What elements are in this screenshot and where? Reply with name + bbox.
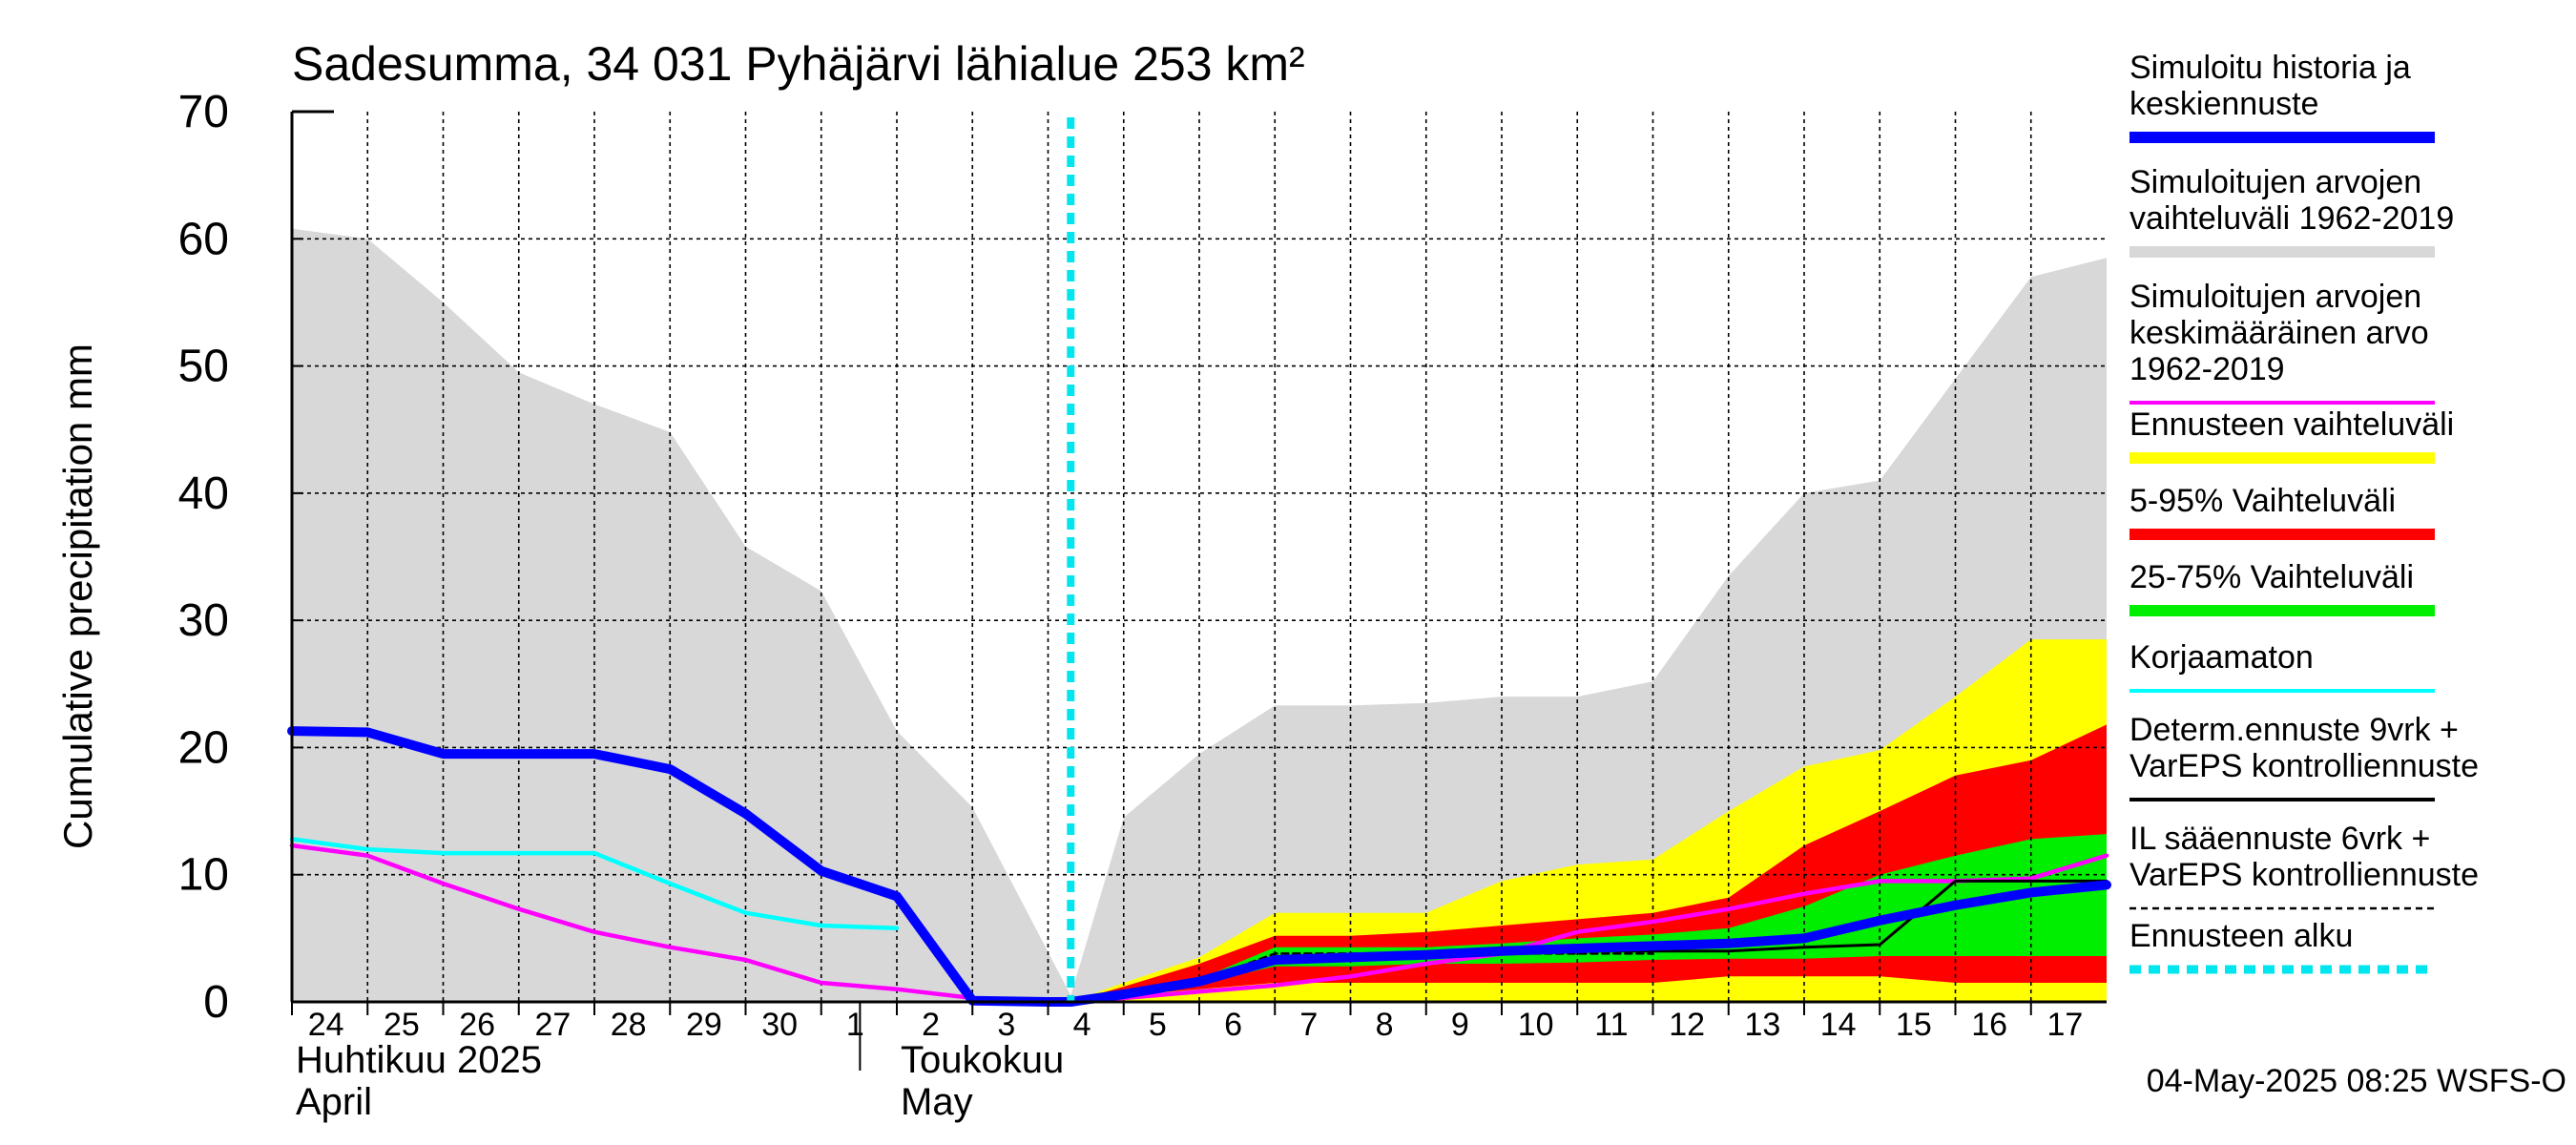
legend-label: Simuloitujen arvojen	[2129, 279, 2421, 315]
y-tick-label: 0	[203, 977, 229, 1028]
x-tick-label: 28	[611, 1007, 647, 1043]
legend-label: vaihteluväli 1962-2019	[2129, 200, 2454, 237]
footer-timestamp: 04-May-2025 08:25 WSFS-O	[2147, 1063, 2566, 1099]
legend-label: keskiennuste	[2129, 86, 2318, 122]
legend-label: Ennusteen vaihteluväli	[2129, 406, 2454, 443]
legend-label: Determ.ennuste 9vrk +	[2129, 712, 2459, 748]
chart-title: Sadesumma, 34 031 Pyhäjärvi lähialue 253…	[292, 37, 1305, 91]
y-tick-label: 10	[178, 850, 229, 901]
x-tick-label: 14	[1820, 1007, 1857, 1043]
mean-line	[289, 843, 2109, 1005]
legend-label: Simuloitujen arvojen	[2129, 164, 2421, 200]
legend-label: 1962-2019	[2129, 351, 2285, 387]
x-tick-label: 10	[1518, 1007, 1554, 1043]
legend-label: 5-95% Vaihteluväli	[2129, 483, 2396, 519]
legend-label: VarEPS kontrolliennuste	[2129, 857, 2479, 893]
legend-label: VarEPS kontrolliennuste	[2129, 748, 2479, 784]
x-tick-label: 2	[922, 1007, 940, 1043]
y-tick-label: 60	[178, 214, 229, 264]
x-tick-label: 16	[1971, 1007, 2007, 1043]
plot-area	[287, 112, 2111, 1007]
y-axis-label: Cumulative precipitation mm	[55, 344, 100, 849]
x-tick-label: 17	[2046, 1007, 2083, 1043]
month-label-en: April	[296, 1081, 372, 1123]
x-tick-label: 11	[1594, 1007, 1628, 1043]
uncorrected-line	[289, 837, 900, 930]
y-tick-label: 40	[178, 468, 229, 519]
x-tick-label: 12	[1669, 1007, 1705, 1043]
x-tick-label: 9	[1451, 1007, 1469, 1043]
x-tick-label: 27	[534, 1007, 571, 1043]
x-tick-label: 13	[1744, 1007, 1780, 1043]
y-tick-label: 50	[178, 342, 229, 392]
grid	[292, 112, 2107, 1002]
y-tick-label: 70	[178, 87, 229, 137]
x-tick-label: 24	[308, 1007, 344, 1043]
y-tick-label: 30	[178, 595, 229, 646]
x-tick-label: 25	[384, 1007, 420, 1043]
month-label-fi: Toukokuu	[901, 1039, 1064, 1081]
month-label-fi: Huhtikuu 2025	[296, 1039, 542, 1081]
median-forecast-line	[1066, 880, 2111, 1007]
x-tick-label: 8	[1376, 1007, 1394, 1043]
y-tick-label: 20	[178, 722, 229, 773]
legend-label: 25-75% Vaihteluväli	[2129, 559, 2414, 595]
x-tick-label: 4	[1073, 1007, 1091, 1043]
x-tick-label: 26	[459, 1007, 495, 1043]
x-tick-label: 6	[1224, 1007, 1242, 1043]
legend-label: IL sääennuste 6vrk +	[2129, 821, 2430, 857]
x-tick-label: 30	[761, 1007, 798, 1043]
legend-label: Simuloitu historia ja	[2129, 50, 2411, 86]
month-label-en: May	[901, 1081, 973, 1123]
legend-label: keskimääräinen arvo	[2129, 315, 2429, 351]
legend-label: Ennusteen alku	[2129, 918, 2353, 954]
x-tick-label: 5	[1149, 1007, 1167, 1043]
x-tick-label: 29	[686, 1007, 722, 1043]
x-tick-label: 7	[1299, 1007, 1318, 1043]
x-tick-label: 1	[846, 1007, 864, 1043]
legend-label: Korjaamaton	[2129, 639, 2314, 676]
x-tick-label: 15	[1896, 1007, 1932, 1043]
x-tick-label: 3	[997, 1007, 1015, 1043]
